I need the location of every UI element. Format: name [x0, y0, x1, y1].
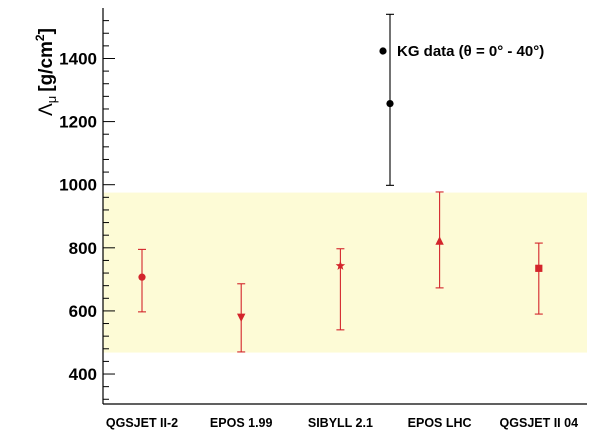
- y-axis-title-subscript: μ: [44, 96, 59, 104]
- y-axis-title-unit: [g/cm: [36, 41, 57, 92]
- x-tick-label: EPOS LHC: [408, 416, 472, 430]
- y-tick-label: 1000: [59, 176, 97, 195]
- y-axis-title-superscript: 2: [33, 34, 47, 41]
- marker-circle: [138, 273, 146, 281]
- svg-text:Λμ[g/cm2]: Λμ [g/cm2]: [33, 28, 59, 116]
- x-tick-label: EPOS 1.99: [210, 416, 273, 430]
- marker-triangle-up: [435, 236, 444, 245]
- y-tick-label: 800: [69, 239, 97, 258]
- y-tick-label: 1200: [59, 113, 97, 132]
- x-tick-label: SIBYLL 2.1: [308, 416, 373, 430]
- legend: KG data (θ = 0° - 40°): [379, 43, 544, 60]
- y-tick-label: 400: [69, 365, 97, 384]
- y-tick-label: 1400: [59, 49, 97, 68]
- accepted-range-band: [103, 192, 587, 353]
- x-tick-label: QGSJET II 04: [500, 416, 579, 430]
- marks-layer: [138, 13, 543, 353]
- y-axis-title-symbol: Λ: [36, 103, 57, 116]
- axis-layer: 400 600 800 1000 1200 1400 QGSJET II-2 EPOS 1.9…: [59, 8, 587, 430]
- y-tick-label: 600: [69, 302, 97, 321]
- legend-marker: [379, 47, 387, 55]
- marker-star: [335, 260, 346, 270]
- y-axis-title: Λμ [g/cm2]: [33, 28, 59, 116]
- y-axis-title-close: ]: [36, 28, 57, 34]
- marker-triangle-down: [237, 313, 246, 323]
- x-tick-label: QGSJET II-2: [106, 416, 178, 430]
- marker-circle: [386, 100, 394, 108]
- legend-label: KG data (θ = 0° - 40°): [397, 43, 544, 60]
- marker-square: [535, 264, 543, 272]
